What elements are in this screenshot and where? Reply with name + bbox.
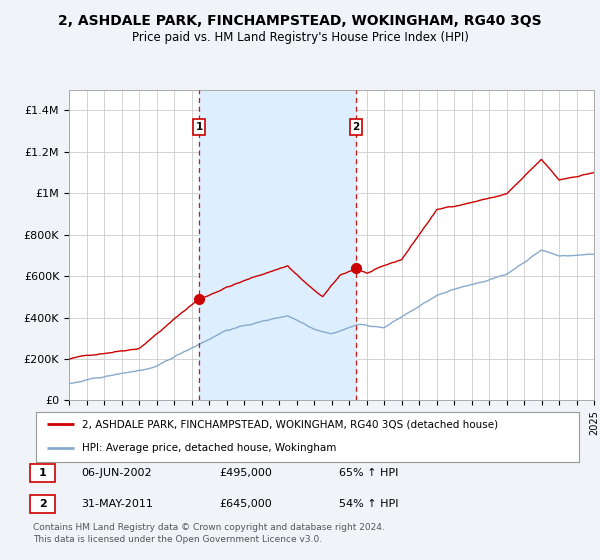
Text: Price paid vs. HM Land Registry's House Price Index (HPI): Price paid vs. HM Land Registry's House …	[131, 31, 469, 44]
Text: £495,000: £495,000	[219, 468, 272, 478]
Text: 2, ASHDALE PARK, FINCHAMPSTEAD, WOKINGHAM, RG40 3QS (detached house): 2, ASHDALE PARK, FINCHAMPSTEAD, WOKINGHA…	[82, 419, 498, 429]
Text: £645,000: £645,000	[219, 499, 272, 509]
Text: 2: 2	[353, 122, 360, 132]
Text: 1: 1	[39, 468, 46, 478]
Text: 1: 1	[196, 122, 203, 132]
Text: HPI: Average price, detached house, Wokingham: HPI: Average price, detached house, Woki…	[82, 443, 337, 453]
Text: 31-MAY-2011: 31-MAY-2011	[81, 499, 153, 509]
Text: 2: 2	[39, 499, 46, 509]
Bar	[199, 90, 356, 400]
Text: 06-JUN-2002: 06-JUN-2002	[81, 468, 152, 478]
Text: 65% ↑ HPI: 65% ↑ HPI	[339, 468, 398, 478]
Text: Contains HM Land Registry data © Crown copyright and database right 2024.
This d: Contains HM Land Registry data © Crown c…	[33, 523, 385, 544]
Text: 54% ↑ HPI: 54% ↑ HPI	[339, 499, 398, 509]
Text: 2, ASHDALE PARK, FINCHAMPSTEAD, WOKINGHAM, RG40 3QS: 2, ASHDALE PARK, FINCHAMPSTEAD, WOKINGHA…	[58, 14, 542, 28]
